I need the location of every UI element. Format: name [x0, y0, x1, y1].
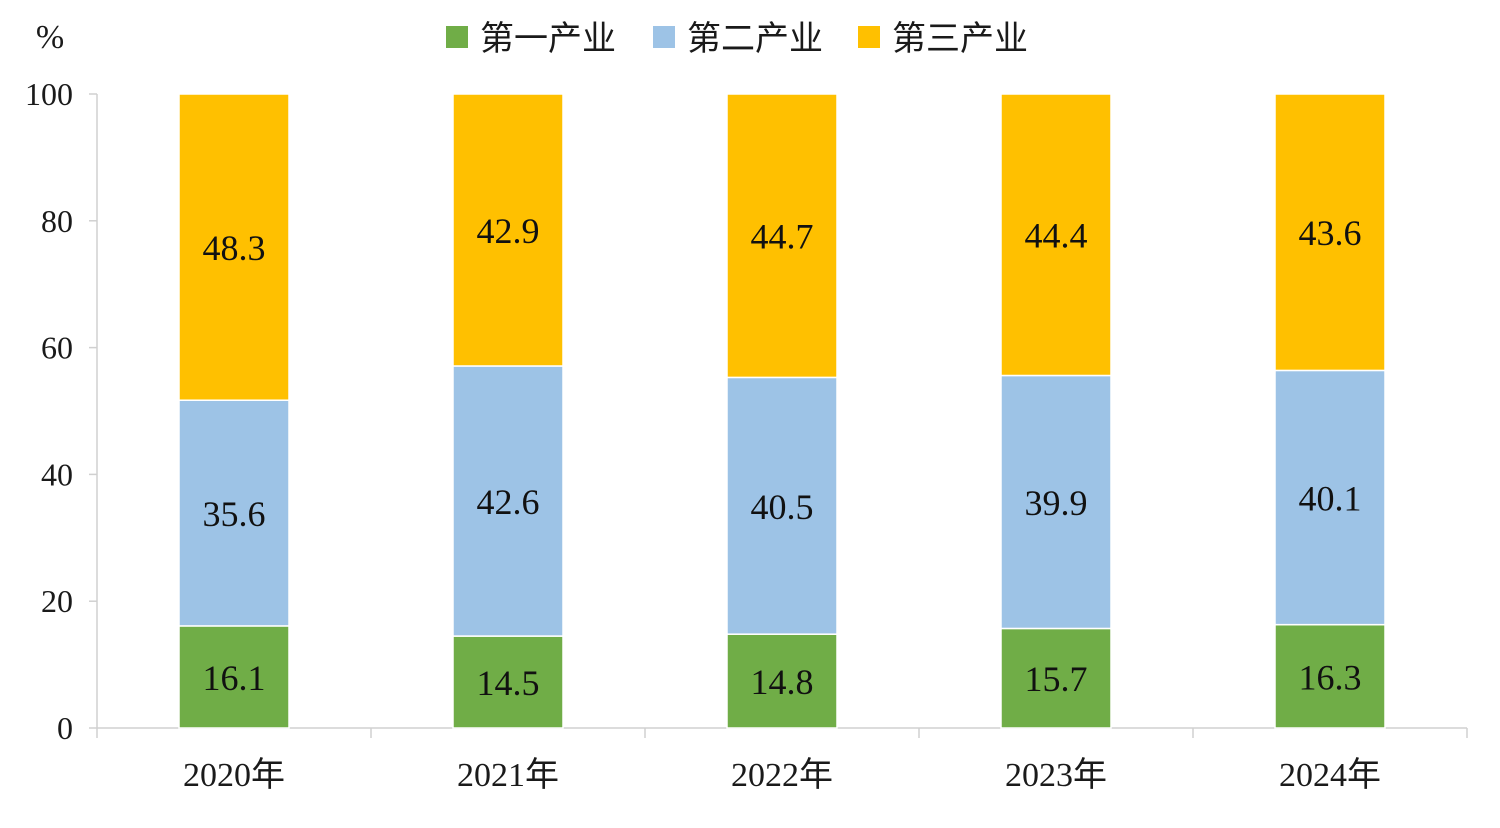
data-label: 39.9 — [1025, 483, 1088, 523]
bars: 16.1 35.6 48.3 14.5 42.6 42.9 14.8 40.5 44.7 15.7… — [178, 93, 1386, 729]
bar-segment — [1000, 627, 1112, 729]
y-tick-label: 60 — [41, 330, 73, 366]
bar-segment — [1274, 623, 1386, 729]
bar-segment — [726, 376, 838, 635]
x-category-label: 2021年 — [457, 756, 559, 794]
bar-segment — [178, 625, 290, 729]
legend-swatch — [446, 26, 468, 48]
legend-swatch — [653, 26, 675, 48]
legend: 第一产业 第二产业 第三产业 — [446, 19, 1028, 59]
x-category-label: 2024年 — [1279, 756, 1381, 794]
bar-segment — [452, 635, 564, 729]
data-label: 42.6 — [477, 482, 540, 522]
y-tick-label: 40 — [41, 456, 73, 492]
bar-segment — [1274, 369, 1386, 626]
y-tick-label: 80 — [41, 203, 73, 239]
bar-segment — [726, 93, 838, 379]
bar-segment — [178, 93, 290, 401]
y-tick-label: 20 — [41, 583, 73, 619]
data-label: 14.8 — [751, 662, 814, 702]
bar-segment — [178, 399, 290, 627]
bar-segment — [726, 633, 838, 729]
axes: 0 20 40 60 80 100 2020年 2021年 2022年 2023年 2024年 — [25, 76, 1468, 794]
y-tick-label: 0 — [57, 710, 73, 746]
legend-swatch — [858, 26, 880, 48]
data-label: 44.4 — [1025, 216, 1088, 256]
y-tick-label: 100 — [25, 76, 73, 112]
data-label: 48.3 — [203, 228, 266, 268]
y-unit-label: % — [36, 19, 64, 56]
bar-segment — [1274, 93, 1386, 372]
data-label: 15.7 — [1025, 659, 1088, 699]
bar-segment — [452, 93, 564, 367]
data-label: 42.9 — [477, 211, 540, 251]
bar-segment — [1000, 93, 1112, 377]
x-category-label: 2023年 — [1005, 756, 1107, 794]
data-label: 40.1 — [1299, 479, 1362, 519]
data-label: 16.1 — [203, 658, 266, 698]
data-label: 44.7 — [751, 217, 814, 257]
data-label: 35.6 — [203, 494, 266, 534]
data-label: 43.6 — [1299, 213, 1362, 253]
legend-label: 第一产业 — [480, 19, 616, 59]
x-category-label: 2022年 — [731, 756, 833, 794]
data-label: 16.3 — [1299, 657, 1362, 697]
legend-label: 第三产业 — [892, 19, 1028, 59]
data-label: 40.5 — [751, 487, 814, 527]
bar-segment — [1000, 374, 1112, 630]
legend-label: 第二产业 — [687, 19, 823, 59]
data-label: 14.5 — [477, 663, 540, 703]
bar-segment — [452, 365, 564, 637]
x-category-label: 2020年 — [183, 756, 285, 794]
